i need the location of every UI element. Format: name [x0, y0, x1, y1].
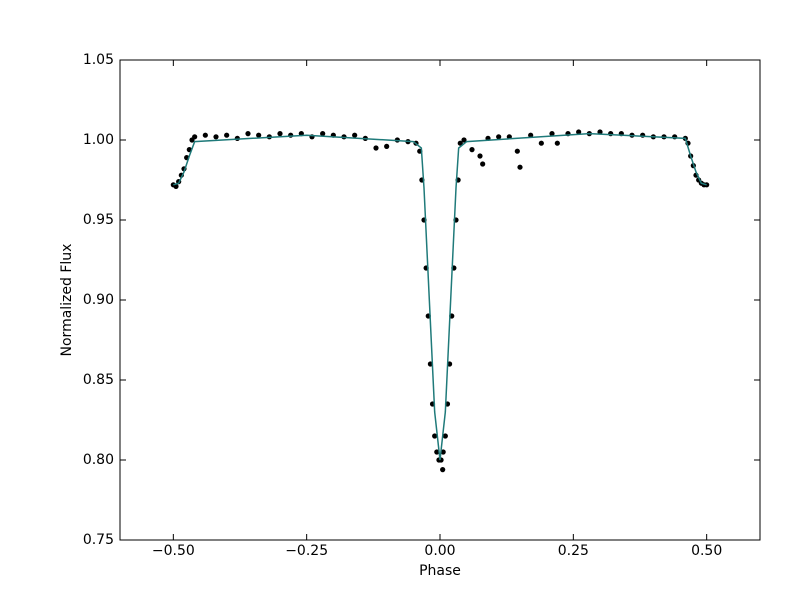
- data-point: [528, 132, 534, 138]
- model-line: [173, 132, 707, 461]
- plot-frame: [119, 59, 761, 541]
- x-tick-label: −0.50: [152, 543, 195, 559]
- data-point: [245, 131, 251, 137]
- data-point: [461, 137, 467, 143]
- x-axis-label: Phase: [419, 563, 461, 579]
- data-point: [434, 449, 440, 455]
- data-point: [469, 147, 475, 153]
- y-tick-label: 0.80: [83, 452, 114, 468]
- data-point: [704, 182, 710, 188]
- y-tick-label: 0.95: [83, 212, 114, 228]
- y-tick-label: 1.00: [83, 132, 114, 148]
- data-point: [202, 132, 208, 138]
- data-point: [256, 132, 262, 138]
- y-axis-label: Normalized Flux: [59, 244, 75, 357]
- data-point: [373, 145, 379, 151]
- data-point: [480, 161, 486, 167]
- data-point: [442, 433, 448, 439]
- y-tick-label: 1.05: [83, 52, 114, 68]
- data-point: [597, 129, 603, 135]
- y-tick-label: 0.75: [83, 532, 114, 548]
- x-tick-label: 0.25: [558, 543, 589, 559]
- data-point: [549, 131, 555, 137]
- data-point: [352, 132, 358, 138]
- x-tick-label: 0.00: [424, 543, 455, 559]
- data-point: [277, 131, 283, 137]
- data-point: [384, 143, 390, 149]
- data-point: [192, 134, 198, 140]
- data-point: [517, 164, 523, 170]
- x-tick-label: −0.25: [285, 543, 328, 559]
- data-point: [538, 140, 544, 146]
- x-tick-label: 0.50: [691, 543, 722, 559]
- data-point: [554, 140, 560, 146]
- data-point: [432, 433, 438, 439]
- data-point: [576, 129, 582, 135]
- y-tick-label: 0.85: [83, 372, 114, 388]
- data-point: [440, 449, 446, 455]
- data-point: [477, 153, 483, 159]
- data-point: [440, 467, 446, 473]
- y-tick-label: 0.90: [83, 292, 114, 308]
- data-point: [457, 140, 463, 146]
- data-point: [496, 134, 502, 140]
- data-point: [213, 134, 219, 140]
- data-point: [514, 148, 520, 154]
- data-point: [224, 132, 230, 138]
- data-point: [288, 132, 294, 138]
- data-point: [320, 131, 326, 137]
